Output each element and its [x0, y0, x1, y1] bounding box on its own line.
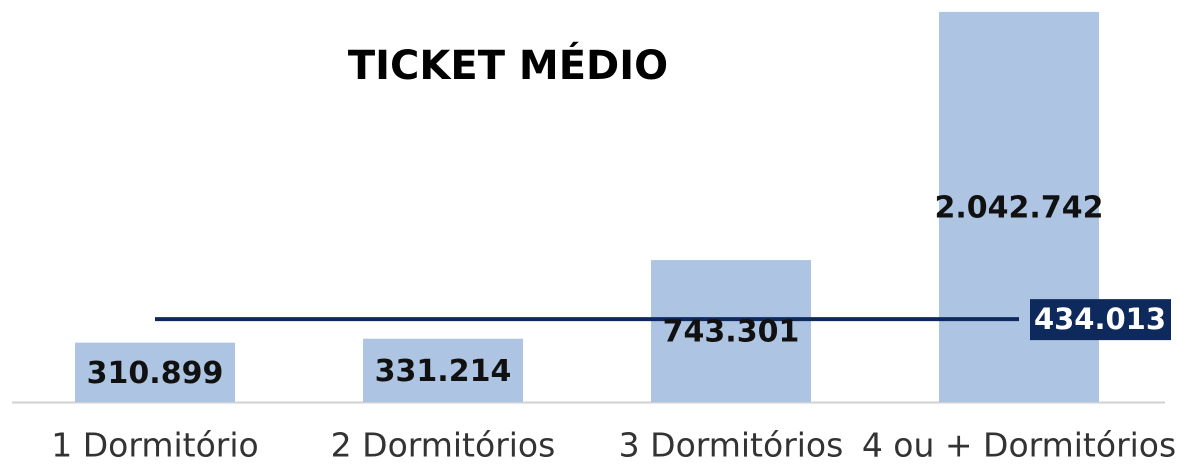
- x-tick-label: 1 Dormitório: [51, 426, 258, 465]
- value-label: 331.214: [375, 354, 512, 389]
- value-label: 310.899: [87, 356, 224, 391]
- average-label-box: [1030, 299, 1171, 341]
- chart-title: TICKET MÉDIO: [348, 41, 668, 89]
- x-tick-label: 3 Dormitórios: [619, 426, 844, 465]
- bar: [75, 342, 235, 402]
- value-label: 2.042.742: [935, 190, 1104, 225]
- bar: [651, 260, 811, 402]
- value-label: 743.301: [663, 315, 800, 350]
- x-tick-label: 4 ou + Dormitórios: [862, 426, 1176, 465]
- average-label: 434.013: [1034, 302, 1166, 336]
- bar: [363, 338, 523, 402]
- x-tick-label: 2 Dormitórios: [331, 426, 556, 465]
